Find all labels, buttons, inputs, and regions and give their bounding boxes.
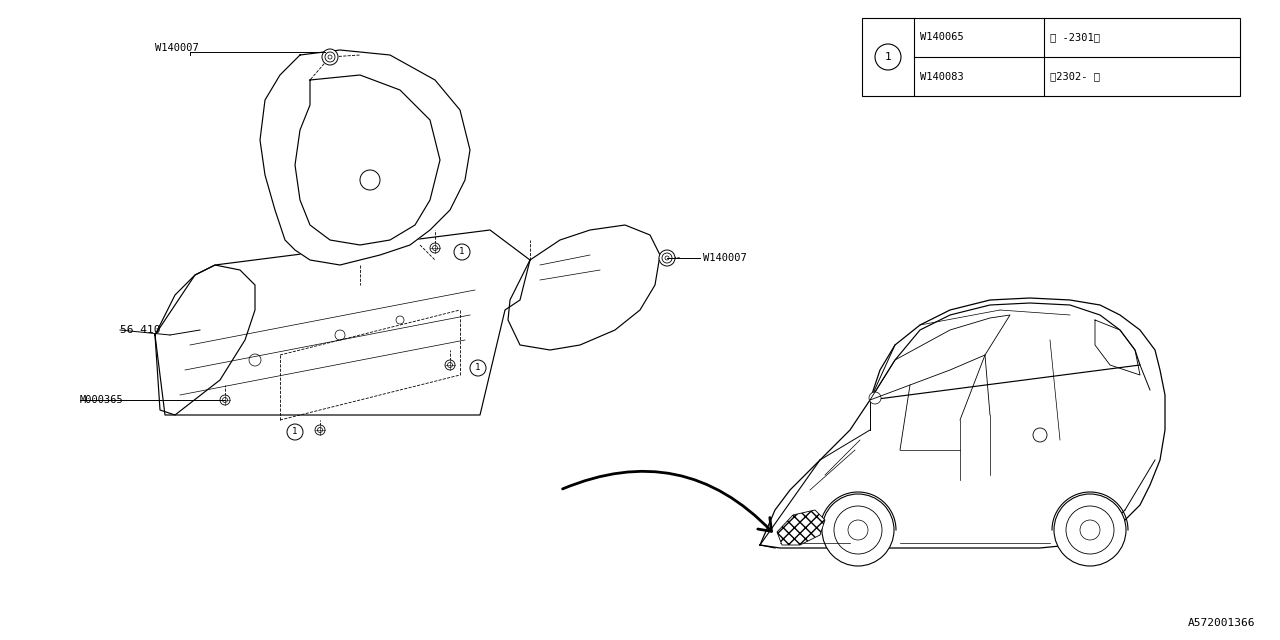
Text: 1: 1 xyxy=(884,52,891,62)
Circle shape xyxy=(430,243,440,253)
Circle shape xyxy=(470,360,486,376)
FancyArrowPatch shape xyxy=(562,471,772,531)
Text: 1: 1 xyxy=(460,248,465,257)
Circle shape xyxy=(659,250,675,266)
Polygon shape xyxy=(155,230,530,415)
Circle shape xyxy=(454,244,470,260)
Text: 1: 1 xyxy=(292,428,298,436)
Text: 56 410: 56 410 xyxy=(120,325,160,335)
Circle shape xyxy=(869,392,881,404)
Polygon shape xyxy=(508,225,660,350)
Polygon shape xyxy=(260,50,470,265)
Text: 〈 -2301〉: 〈 -2301〉 xyxy=(1050,33,1100,42)
Text: 〈2302- 〉: 〈2302- 〉 xyxy=(1050,72,1100,81)
Text: 1: 1 xyxy=(475,364,481,372)
Circle shape xyxy=(287,424,303,440)
Text: M000365: M000365 xyxy=(79,395,124,405)
Polygon shape xyxy=(777,510,826,545)
Circle shape xyxy=(1033,428,1047,442)
Polygon shape xyxy=(155,265,255,415)
Circle shape xyxy=(1053,494,1126,566)
Circle shape xyxy=(315,425,325,435)
Text: W140007: W140007 xyxy=(703,253,746,263)
Text: W140007: W140007 xyxy=(155,43,198,53)
Circle shape xyxy=(445,360,454,370)
Text: W140083: W140083 xyxy=(920,72,964,81)
Text: A572001366: A572001366 xyxy=(1188,618,1254,628)
Text: W140065: W140065 xyxy=(920,33,964,42)
Circle shape xyxy=(822,494,893,566)
Circle shape xyxy=(323,49,338,65)
Circle shape xyxy=(220,395,230,405)
Polygon shape xyxy=(760,298,1165,548)
Bar xyxy=(861,18,1240,96)
